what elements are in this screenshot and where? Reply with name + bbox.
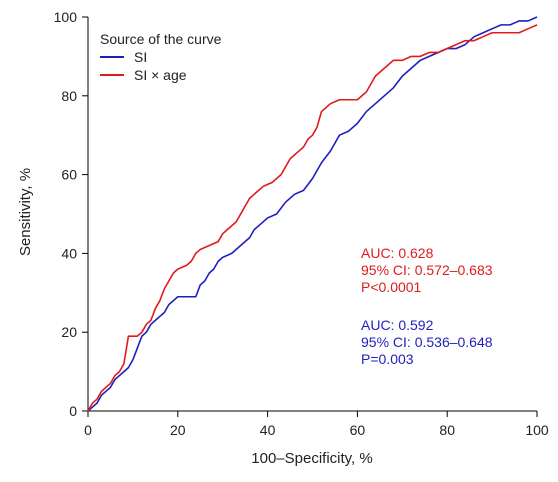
stat-annotation-line: P<0.0001 (361, 279, 422, 295)
stat-annotation-line: 95% CI: 0.572–0.683 (361, 262, 493, 278)
legend: Source of the curve SI SI × age (100, 31, 222, 83)
x-tick-label: 20 (170, 422, 186, 438)
x-tick-label: 40 (260, 422, 276, 438)
y-tick-label: 80 (61, 88, 77, 104)
y-axis-label: Sensitivity, % (17, 168, 34, 256)
y-tick-label: 40 (61, 245, 77, 261)
x-tick-label: 80 (439, 422, 455, 438)
x-tick-label: 0 (84, 422, 92, 438)
stat-annotation-line: AUC: 0.592 (361, 317, 434, 333)
legend-title: Source of the curve (100, 31, 222, 47)
stat-annotation-line: 95% CI: 0.536–0.648 (361, 334, 493, 350)
stat-annotation-line: P=0.003 (361, 351, 414, 367)
y-tick-label: 20 (61, 324, 77, 340)
x-tick-label: 100 (525, 422, 549, 438)
legend-entry-label: SI × age (134, 67, 187, 83)
y-tick-label: 60 (61, 167, 77, 183)
stat-annotation-line: AUC: 0.628 (361, 245, 434, 261)
y-tick-label: 100 (54, 9, 78, 25)
legend-entry-label: SI (134, 49, 147, 65)
x-axis-label: 100–Specificity, % (251, 450, 372, 467)
y-tick-label: 0 (69, 403, 77, 419)
x-tick-label: 60 (350, 422, 366, 438)
axes: 0 20 40 60 80 100 0 20 40 60 80 100 (54, 9, 549, 438)
